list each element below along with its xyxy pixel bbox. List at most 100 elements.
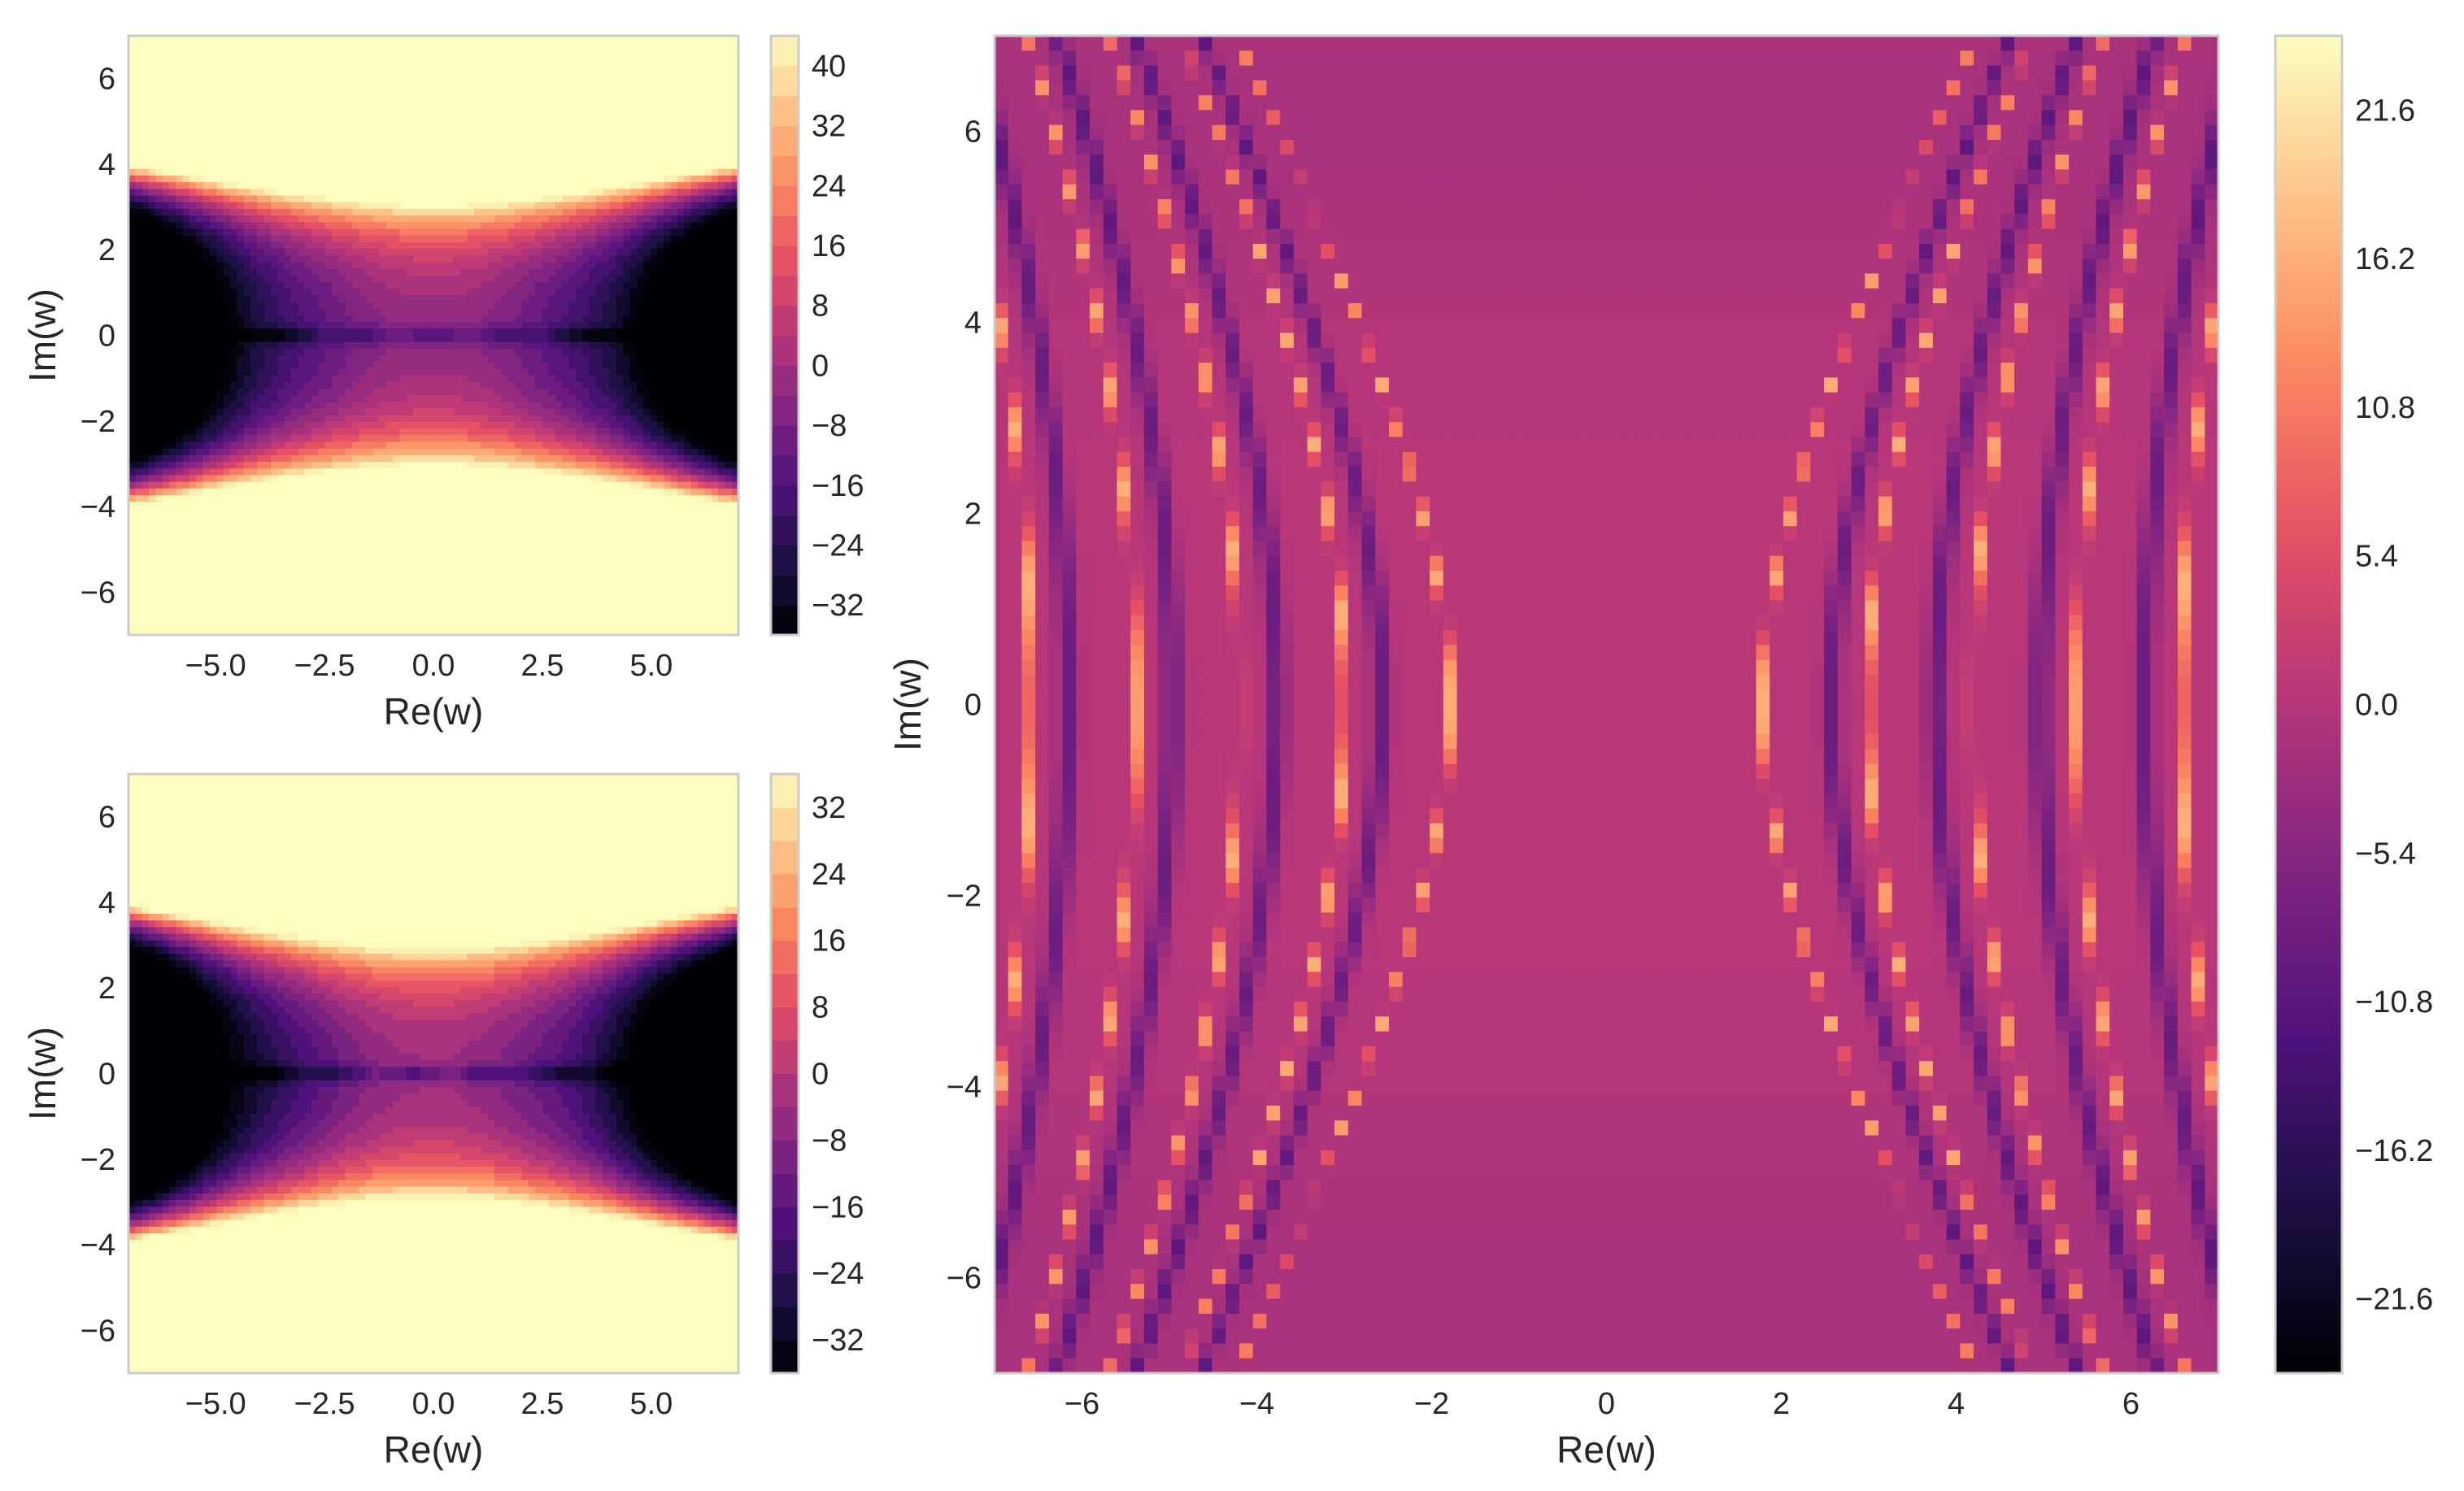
heat-cell: [629, 135, 638, 143]
heat-cell: [263, 155, 272, 163]
heat-cell: [189, 235, 197, 243]
heat-cell: [684, 76, 692, 83]
heat-cell: [467, 281, 475, 289]
heat-cell: [433, 295, 441, 303]
heat-cell: [291, 109, 298, 116]
heat-cell: [237, 228, 245, 237]
heat-cell: [338, 335, 346, 343]
heat-cell: [182, 175, 190, 183]
heat-cell: [318, 235, 326, 243]
heat-cell: [548, 315, 556, 323]
heat-cell: [440, 36, 448, 43]
heat-cell: [202, 389, 211, 396]
heat-cell: [365, 36, 373, 43]
heat-cell: [202, 381, 211, 389]
heat-cell: [399, 255, 407, 263]
heat-cell: [609, 235, 617, 243]
heat-cell: [399, 302, 407, 310]
heat-cell: [393, 275, 400, 283]
heat-cell: [589, 182, 597, 189]
heat-cell: [481, 295, 489, 303]
heat-cell: [128, 175, 136, 183]
heat-cell: [562, 289, 570, 296]
heat-cell: [223, 55, 231, 63]
heat-cell: [725, 235, 733, 243]
heat-cell: [128, 295, 136, 303]
heat-cell: [413, 289, 420, 296]
heat-cell: [501, 122, 509, 130]
heat-cell: [718, 89, 725, 97]
heat-cell: [338, 375, 346, 383]
heat-cell: [440, 335, 448, 343]
heat-cell: [155, 175, 163, 183]
heat-cell: [399, 95, 407, 103]
heat-cell: [596, 189, 603, 197]
heat-cell: [324, 42, 333, 50]
heat-cell: [616, 115, 624, 124]
heat-cell: [528, 328, 536, 337]
heat-cell: [277, 341, 285, 350]
heat-cell: [684, 115, 692, 124]
heat-cell: [284, 362, 292, 370]
heat-cell: [216, 149, 224, 156]
heat-cell: [393, 155, 400, 163]
heat-cell: [298, 315, 306, 323]
heat-cell: [637, 215, 644, 223]
heat-cell: [698, 222, 705, 230]
heat-cell: [318, 308, 326, 316]
heat-cell: [406, 241, 414, 250]
heat-cell: [393, 202, 400, 210]
heat-cell: [562, 389, 570, 396]
heat-cell: [562, 262, 570, 270]
heat-cell: [481, 362, 489, 370]
heat-cell: [318, 168, 326, 176]
heat-cell: [318, 315, 326, 323]
heat-cell: [257, 395, 265, 402]
heat-cell: [494, 102, 502, 110]
heat-cell: [474, 348, 481, 356]
heat-cell: [684, 202, 692, 210]
heat-cell: [128, 68, 136, 76]
heat-cell: [216, 275, 224, 283]
heat-cell: [352, 402, 359, 410]
heat-cell: [162, 49, 170, 57]
heat-cell: [494, 389, 502, 396]
heat-cell: [474, 222, 481, 230]
heat-cell: [311, 355, 319, 363]
heat-cell: [182, 368, 190, 376]
heat-cell: [643, 281, 651, 289]
heat-cell: [467, 362, 475, 370]
heat-cell: [365, 68, 373, 76]
heat-cell: [670, 49, 678, 57]
heat-cell: [196, 289, 204, 296]
heat-cell: [616, 395, 624, 402]
heat-cell: [698, 42, 705, 50]
heat-cell: [352, 95, 359, 103]
heat-cell: [494, 142, 502, 150]
heat-cell: [507, 42, 516, 50]
heat-cell: [657, 308, 664, 316]
heat-cell: [379, 335, 387, 343]
heat-cell: [324, 168, 333, 176]
heat-cell: [250, 42, 258, 50]
heat-cell: [324, 368, 333, 376]
heat-cell: [311, 381, 319, 389]
heat-cell: [352, 89, 359, 97]
heat-cell: [528, 95, 536, 103]
heat-cell: [393, 215, 400, 223]
heat-cell: [704, 82, 712, 90]
heat-cell: [332, 208, 339, 216]
heat-cell: [324, 109, 333, 116]
heat-cell: [718, 295, 725, 303]
heat-cell: [440, 82, 448, 90]
heat-cell: [141, 55, 150, 63]
heat-cell: [487, 308, 495, 316]
heat-cell: [467, 155, 475, 163]
heat-cell: [698, 128, 705, 137]
heat-cell: [698, 175, 705, 183]
heat-cell: [311, 262, 319, 270]
heat-cell: [623, 368, 631, 376]
heat-cell: [223, 122, 231, 130]
heat-cell: [582, 162, 590, 170]
heat-cell: [230, 389, 237, 396]
